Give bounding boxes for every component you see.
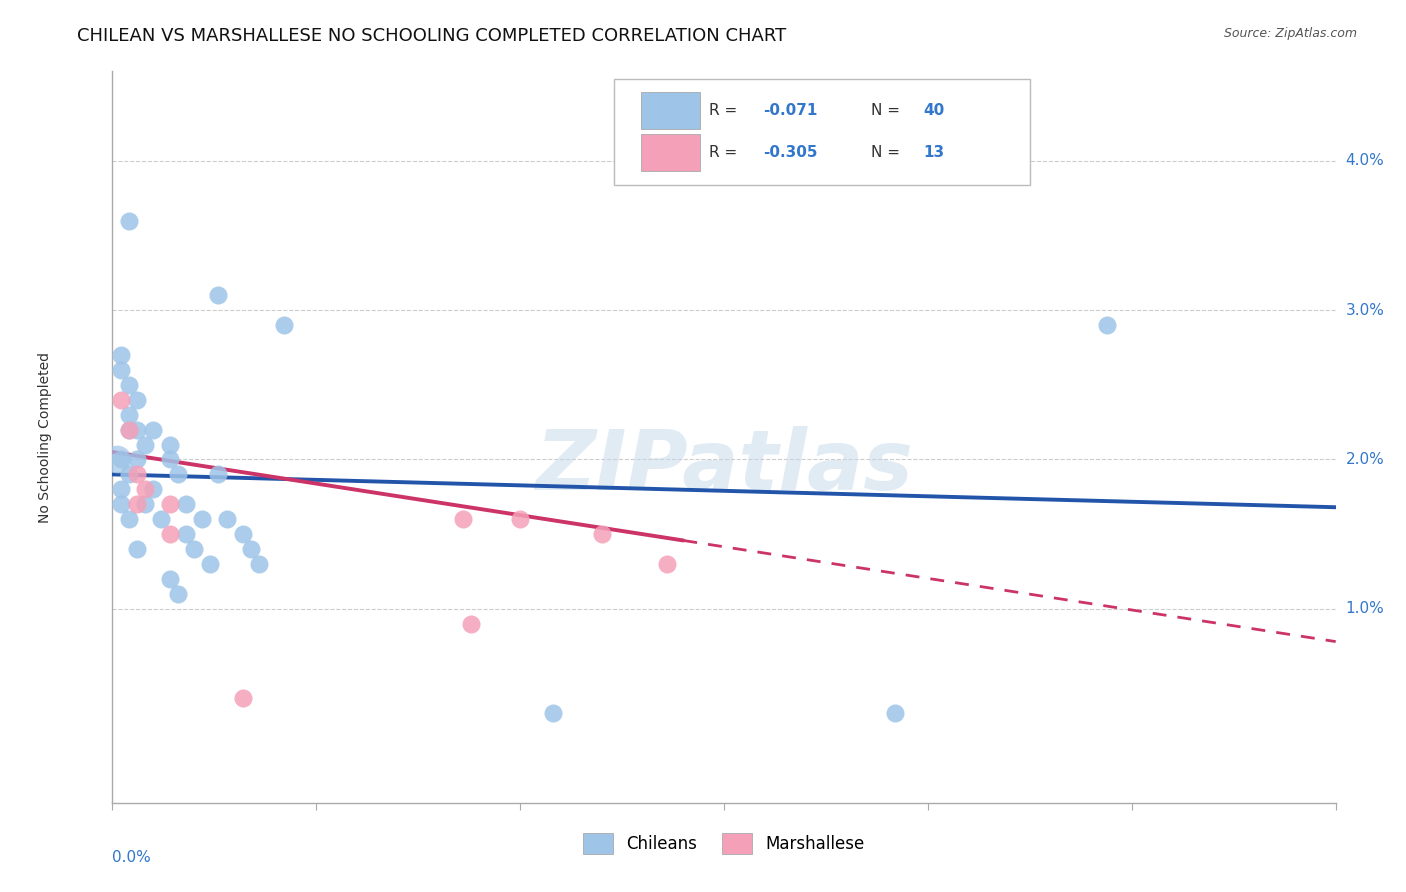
- Text: N =: N =: [870, 103, 904, 118]
- Text: ZIPatlas: ZIPatlas: [536, 425, 912, 507]
- Text: 4.0%: 4.0%: [1346, 153, 1385, 169]
- FancyBboxPatch shape: [614, 78, 1029, 185]
- Text: 2.0%: 2.0%: [1346, 452, 1385, 467]
- Legend: Chileans, Marshallese: Chileans, Marshallese: [576, 827, 872, 860]
- Text: R =: R =: [710, 145, 742, 161]
- Text: -0.071: -0.071: [763, 103, 818, 118]
- Text: Source: ZipAtlas.com: Source: ZipAtlas.com: [1223, 27, 1357, 40]
- Text: -0.305: -0.305: [763, 145, 818, 161]
- Text: 3.0%: 3.0%: [1346, 302, 1385, 318]
- Text: 0.0%: 0.0%: [112, 850, 152, 865]
- Text: 1.0%: 1.0%: [1346, 601, 1385, 616]
- FancyBboxPatch shape: [641, 135, 700, 171]
- FancyBboxPatch shape: [641, 93, 700, 129]
- Text: R =: R =: [710, 103, 742, 118]
- Text: No Schooling Completed: No Schooling Completed: [38, 351, 52, 523]
- Text: CHILEAN VS MARSHALLESE NO SCHOOLING COMPLETED CORRELATION CHART: CHILEAN VS MARSHALLESE NO SCHOOLING COMP…: [77, 27, 786, 45]
- Text: N =: N =: [870, 145, 904, 161]
- Text: 13: 13: [924, 145, 945, 161]
- Text: 40: 40: [924, 103, 945, 118]
